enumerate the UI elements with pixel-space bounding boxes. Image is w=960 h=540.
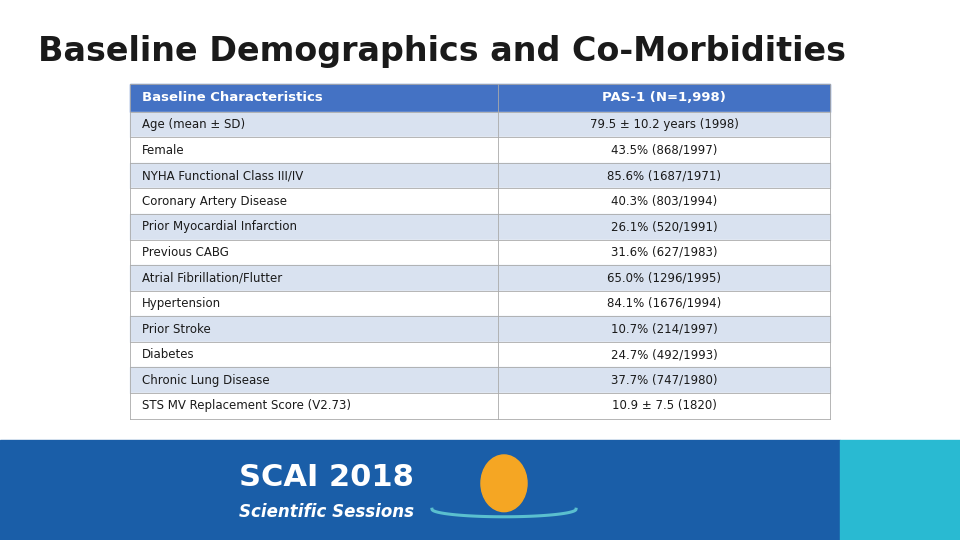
Bar — [130, 240, 830, 265]
Bar — [130, 342, 830, 367]
Bar — [130, 163, 830, 188]
Bar — [840, 440, 960, 540]
Bar — [130, 265, 830, 291]
Bar — [130, 291, 830, 316]
Text: 10.7% (214/1997): 10.7% (214/1997) — [611, 322, 717, 335]
Text: NYHA Functional Class III/IV: NYHA Functional Class III/IV — [142, 169, 303, 182]
Text: Atrial Fibrillation/Flutter: Atrial Fibrillation/Flutter — [142, 272, 282, 285]
Ellipse shape — [481, 455, 527, 512]
Bar — [130, 316, 830, 342]
Text: 65.0% (1296/1995): 65.0% (1296/1995) — [607, 272, 721, 285]
Text: PAS-1 (N=1,998): PAS-1 (N=1,998) — [602, 91, 726, 104]
Text: Diabetes: Diabetes — [142, 348, 195, 361]
Text: Baseline Demographics and Co-Morbidities: Baseline Demographics and Co-Morbidities — [38, 35, 847, 68]
Bar — [130, 188, 830, 214]
Text: 10.9 ± 7.5 (1820): 10.9 ± 7.5 (1820) — [612, 399, 716, 412]
Bar — [130, 367, 830, 393]
Bar — [0, 440, 840, 540]
Text: STS MV Replacement Score (V2.73): STS MV Replacement Score (V2.73) — [142, 399, 351, 412]
Text: Prior Stroke: Prior Stroke — [142, 322, 211, 335]
Text: Hypertension: Hypertension — [142, 297, 222, 310]
Text: Scientific Sessions: Scientific Sessions — [239, 503, 414, 521]
Bar — [130, 137, 830, 163]
Bar — [130, 214, 830, 240]
Text: 79.5 ± 10.2 years (1998): 79.5 ± 10.2 years (1998) — [589, 118, 738, 131]
Text: SCAI 2018: SCAI 2018 — [239, 463, 414, 492]
Text: 24.7% (492/1993): 24.7% (492/1993) — [611, 348, 717, 361]
Text: Prior Myocardial Infarction: Prior Myocardial Infarction — [142, 220, 298, 233]
Text: Baseline Characteristics: Baseline Characteristics — [142, 91, 323, 104]
Bar — [130, 393, 830, 418]
Text: 40.3% (803/1994): 40.3% (803/1994) — [611, 195, 717, 208]
Text: Coronary Artery Disease: Coronary Artery Disease — [142, 195, 287, 208]
Text: 31.6% (627/1983): 31.6% (627/1983) — [611, 246, 717, 259]
Text: 84.1% (1676/1994): 84.1% (1676/1994) — [607, 297, 721, 310]
Text: Age (mean ± SD): Age (mean ± SD) — [142, 118, 246, 131]
Bar — [130, 84, 830, 112]
Text: Previous CABG: Previous CABG — [142, 246, 229, 259]
Text: Chronic Lung Disease: Chronic Lung Disease — [142, 374, 270, 387]
Text: 85.6% (1687/1971): 85.6% (1687/1971) — [607, 169, 721, 182]
Text: 26.1% (520/1991): 26.1% (520/1991) — [611, 220, 717, 233]
Bar — [130, 112, 830, 137]
Text: 37.7% (747/1980): 37.7% (747/1980) — [611, 374, 717, 387]
Text: 43.5% (868/1997): 43.5% (868/1997) — [611, 144, 717, 157]
Text: Female: Female — [142, 144, 185, 157]
